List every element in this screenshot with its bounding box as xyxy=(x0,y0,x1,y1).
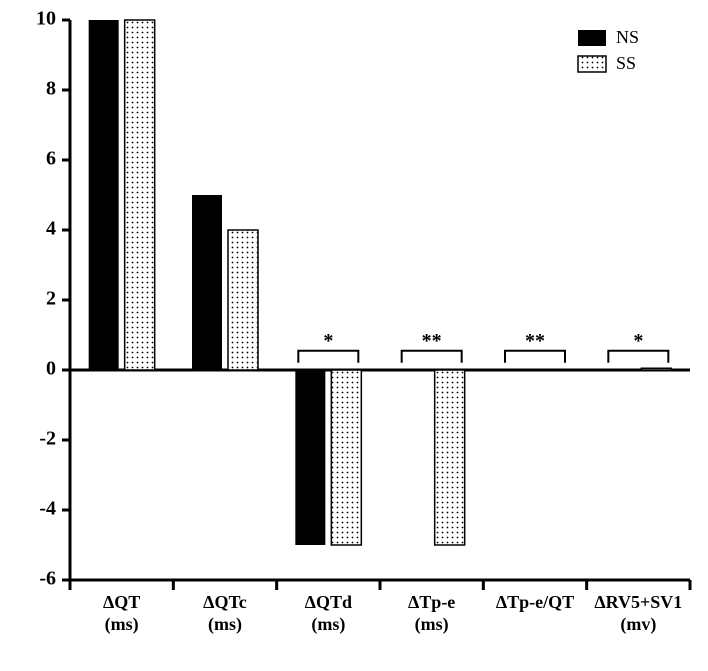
bar-ss xyxy=(331,370,361,545)
y-tick-label: -4 xyxy=(39,498,56,520)
significance-bracket xyxy=(505,351,565,363)
significance-label: * xyxy=(633,330,643,352)
chart-svg: -6-4-20246810ΔQT(ms)ΔQTc(ms)ΔQTd(ms)*ΔTp… xyxy=(0,0,708,671)
category-label: (ms) xyxy=(311,614,345,635)
category-label: ΔTp-e xyxy=(408,592,455,612)
bar-ns xyxy=(89,20,119,370)
significance-label: * xyxy=(323,330,333,352)
bar-ss xyxy=(641,368,671,370)
category-label: (mv) xyxy=(620,614,656,635)
bar-ss xyxy=(228,230,258,370)
legend-swatch xyxy=(578,30,606,46)
significance-label: ** xyxy=(525,330,545,352)
y-tick-label: 4 xyxy=(46,218,56,240)
category-label: ΔQTd xyxy=(305,592,352,612)
significance-bracket xyxy=(298,351,358,363)
significance-bracket xyxy=(402,351,462,363)
category-label: ΔQT xyxy=(103,592,140,612)
bar-chart: -6-4-20246810ΔQT(ms)ΔQTc(ms)ΔQTd(ms)*ΔTp… xyxy=(0,0,708,671)
y-tick-label: -2 xyxy=(39,428,56,450)
legend-swatch xyxy=(578,56,606,72)
category-label: ΔRV5+SV1 xyxy=(594,592,682,612)
bar-ns xyxy=(192,195,222,370)
y-tick-label: 6 xyxy=(46,148,56,170)
y-tick-label: 10 xyxy=(36,8,56,30)
category-label: ΔQTc xyxy=(203,592,247,612)
bar-ss xyxy=(125,20,155,370)
category-label: (ms) xyxy=(415,614,449,635)
bar-ss xyxy=(435,370,465,545)
category-label: (ms) xyxy=(208,614,242,635)
y-tick-label: 2 xyxy=(46,288,56,310)
category-label: (ms) xyxy=(105,614,139,635)
category-label: ΔTp-e/QT xyxy=(496,592,574,612)
bar-ns xyxy=(295,370,325,545)
y-tick-label: -6 xyxy=(39,568,56,590)
y-tick-label: 0 xyxy=(46,358,56,380)
legend-label: NS xyxy=(616,27,639,47)
significance-label: ** xyxy=(422,330,442,352)
legend-label: SS xyxy=(616,53,636,73)
significance-bracket xyxy=(608,351,668,363)
y-tick-label: 8 xyxy=(46,78,56,100)
